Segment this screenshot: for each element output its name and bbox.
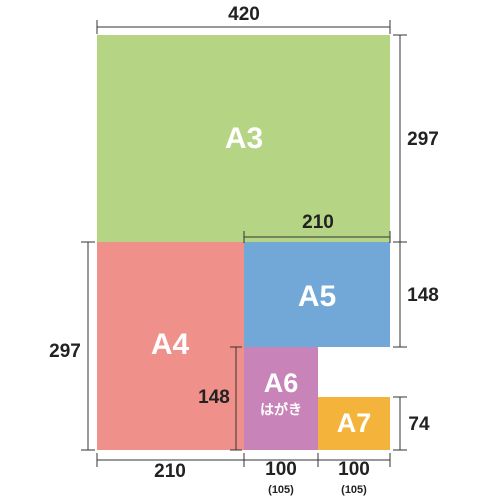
dimension-label: 210 [302,212,334,233]
dimension-label: 297 [49,341,81,362]
dimension-label: 100 [338,459,370,480]
dimension-label: 148 [407,285,439,306]
dimension-label: 420 [228,4,260,25]
a5-label: A5 [298,280,336,313]
a6-sublabel: はがき [260,402,302,418]
dimension-label: 148 [198,387,230,408]
a4-sheet [97,242,244,450]
dimension-label: 297 [407,129,439,150]
dimension-label: 100 [265,459,297,480]
dimension-note: (105) [268,484,294,496]
a3-sheet [97,35,390,242]
a7-sheet [318,397,390,450]
a5-sheet [244,242,390,347]
a4-label: A4 [151,328,190,361]
dimension-lines [81,20,407,467]
a6-sheet [244,347,318,450]
a3-label: A3 [225,122,263,155]
a6-label: A6 [264,368,299,398]
dimension-note: (105) [341,484,367,496]
dimension-label: 210 [154,461,186,482]
a7-label: A7 [337,408,372,438]
dimension-label: 74 [408,414,430,435]
